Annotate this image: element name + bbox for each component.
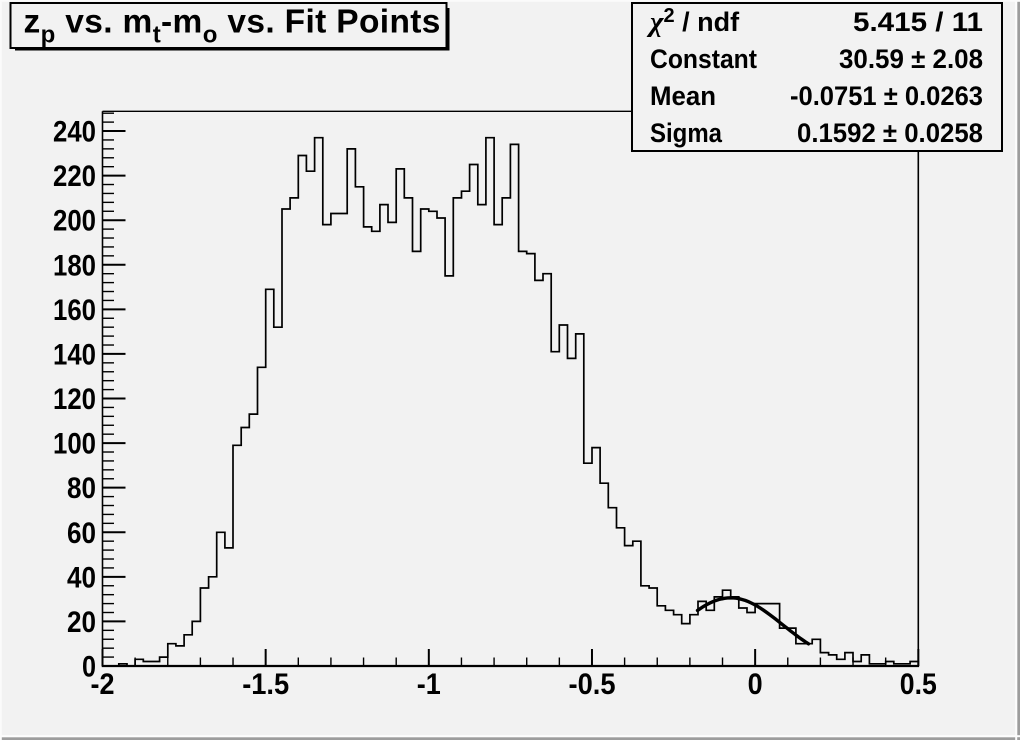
svg-text:200: 200 [53,205,96,238]
svg-text:Sigma: Sigma [650,118,723,148]
svg-text:160: 160 [53,294,96,327]
svg-text:100: 100 [53,428,96,461]
svg-text:0.5: 0.5 [900,668,937,701]
svg-text:Mean: Mean [650,81,716,111]
svg-text:0: 0 [82,651,96,684]
svg-text:240: 240 [53,116,96,149]
svg-text:-2: -2 [91,668,115,701]
svg-text:χ2 / ndf: χ2 / ndf [646,5,740,38]
svg-text:180: 180 [53,249,96,282]
svg-text:40: 40 [67,561,96,594]
svg-text:0.1592 ± 0.0258: 0.1592 ± 0.0258 [797,118,983,148]
svg-text:-0.0751 ± 0.0263: -0.0751 ± 0.0263 [790,81,983,111]
svg-text:60: 60 [67,517,96,550]
svg-text:Constant: Constant [650,44,757,74]
svg-text:140: 140 [53,338,96,371]
svg-text:-1: -1 [417,668,441,701]
svg-text:-1.5: -1.5 [242,668,289,701]
svg-text:220: 220 [53,160,96,193]
svg-text:5.415 / 11: 5.415 / 11 [853,7,983,37]
svg-text:30.59 ± 2.08: 30.59 ± 2.08 [839,44,983,74]
svg-text:80: 80 [67,472,96,505]
svg-text:120: 120 [53,383,96,416]
svg-text:-0.5: -0.5 [569,668,616,701]
svg-text:0: 0 [748,668,763,701]
svg-text:20: 20 [67,606,96,639]
